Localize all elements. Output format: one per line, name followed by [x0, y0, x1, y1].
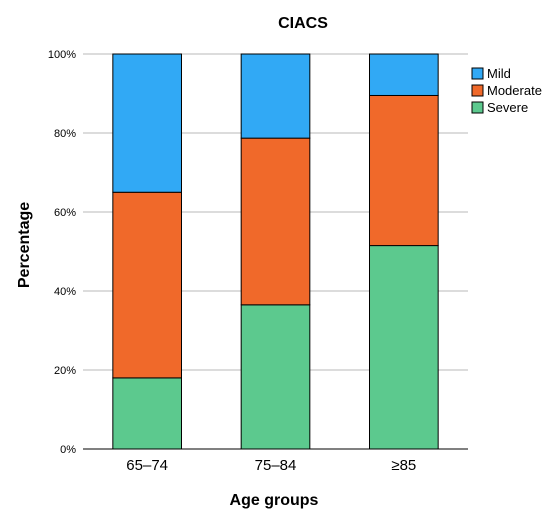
y-tick-label: 60%: [54, 207, 76, 219]
x-tick-labels: 65–74 75–84 ≥85: [126, 457, 416, 474]
x-tick-label: 75–84: [255, 457, 297, 474]
legend-label-moderate: Moderate: [487, 83, 542, 98]
bars: [112, 53, 439, 450]
x-tick-label: ≥85: [391, 457, 416, 474]
bar-segment-severe: [112, 377, 182, 450]
legend-swatch-moderate: [471, 84, 484, 97]
legend-swatch-severe: [471, 101, 484, 114]
x-axis-title: Age groups: [230, 492, 319, 509]
bar-segment-moderate: [112, 191, 182, 379]
y-tick-label: 20%: [54, 365, 76, 377]
bar-segment-mild: [240, 53, 311, 139]
y-tick-label: 100%: [48, 49, 76, 61]
y-tick-label: 80%: [54, 128, 76, 140]
y-tick-label: 0%: [60, 444, 76, 456]
y-tick-label: 40%: [54, 286, 76, 298]
bar-segment-moderate: [369, 94, 439, 247]
bar-segment-severe: [369, 245, 439, 450]
legend: Mild Moderate Severe: [471, 66, 542, 115]
y-axis-title: Percentage: [16, 202, 33, 288]
bar-segment-mild: [112, 53, 182, 193]
legend-swatch-mild: [471, 67, 484, 80]
legend-label-mild: Mild: [487, 66, 511, 81]
bar-segment-moderate: [240, 137, 311, 306]
y-tick-labels: 0% 20% 40% 60% 80% 100%: [48, 49, 76, 456]
bar-segment-severe: [240, 304, 311, 450]
bar-segment-mild: [369, 53, 439, 96]
legend-label-severe: Severe: [487, 100, 528, 115]
chart-title: CIACS: [278, 15, 328, 32]
x-tick-label: 65–74: [126, 457, 168, 474]
